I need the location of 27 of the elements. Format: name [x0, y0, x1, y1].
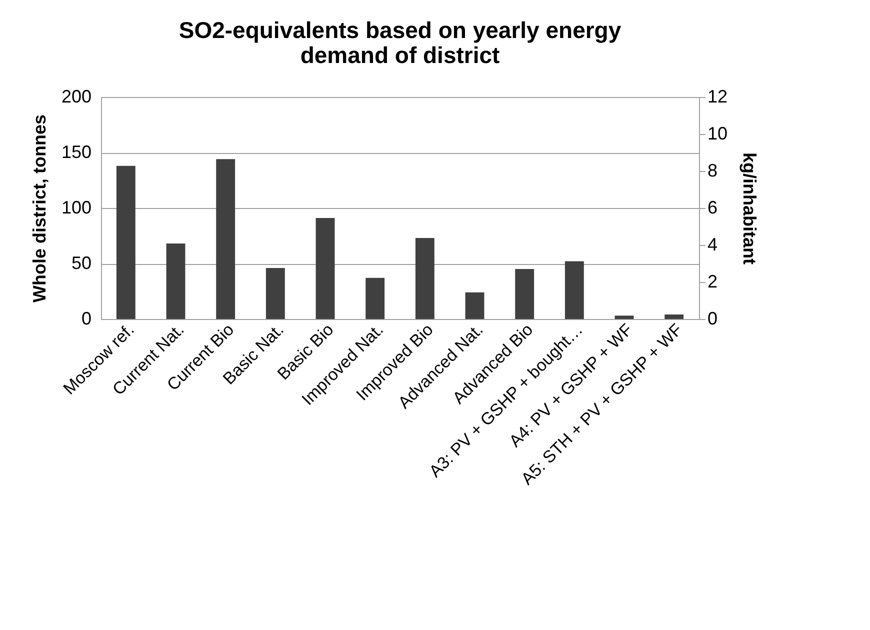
bar: [166, 244, 186, 319]
y2-tick-label: 6: [708, 198, 718, 218]
y-tick-label: 200: [61, 86, 92, 106]
y-tick-label: 0: [81, 308, 92, 328]
bar: [216, 159, 236, 319]
bar: [465, 292, 484, 319]
y-tick-label: 50: [71, 253, 92, 273]
y2-axis-title: kg/inhabitant: [740, 152, 760, 265]
bar: [664, 314, 684, 319]
y2-tick-label: 0: [708, 308, 718, 328]
y-axis-title: Whole district, tonnes: [29, 114, 50, 303]
y2-tick-label: 12: [708, 86, 728, 106]
bar: [116, 166, 136, 319]
bar: [415, 238, 434, 319]
y-tick-label: 100: [61, 198, 92, 218]
bar: [266, 268, 285, 319]
chart-title: SO2-equivalents based on yearly energy demand of district: [178, 17, 622, 68]
y2-tick-label: 2: [708, 272, 718, 292]
y-tick-label: 150: [61, 142, 92, 162]
bar: [564, 261, 584, 319]
bar: [614, 316, 634, 319]
bar: [515, 269, 534, 319]
y2-tick-label: 10: [708, 124, 728, 144]
bar: [316, 218, 335, 319]
y2-tick-label: 8: [708, 160, 718, 180]
y2-tick-label: 4: [708, 234, 718, 254]
bar: [366, 278, 385, 319]
